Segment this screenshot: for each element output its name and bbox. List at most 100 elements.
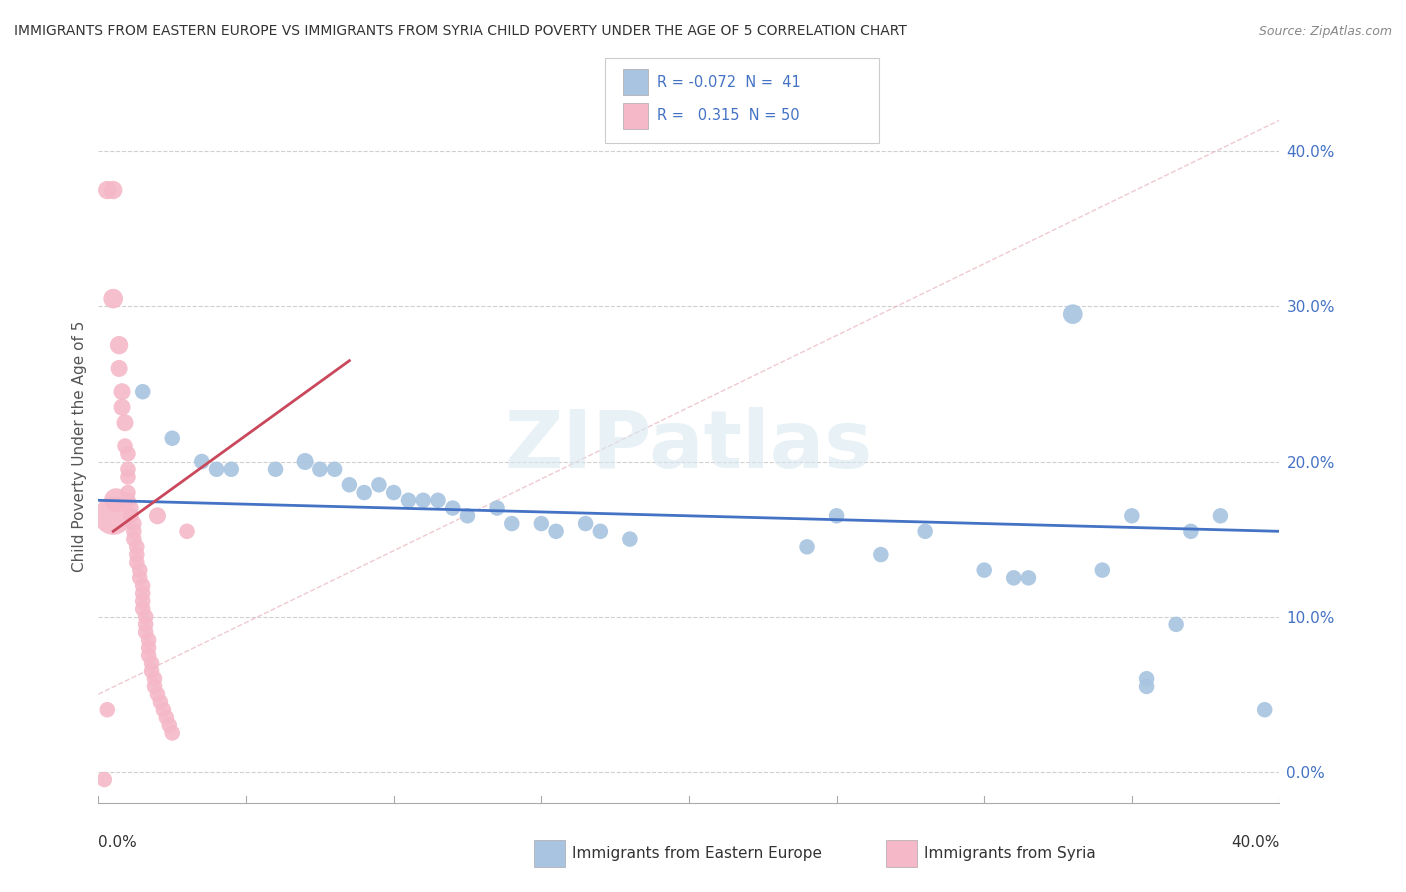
Point	[135, 617, 157, 632]
Point	[427, 493, 450, 508]
Text: 40.0%: 40.0%	[1232, 836, 1279, 850]
Point	[441, 501, 464, 516]
Point	[120, 508, 142, 523]
Point	[132, 594, 155, 608]
Text: IMMIGRANTS FROM EASTERN EUROPE VS IMMIGRANTS FROM SYRIA CHILD POVERTY UNDER THE : IMMIGRANTS FROM EASTERN EUROPE VS IMMIGR…	[14, 24, 907, 38]
Point	[141, 664, 163, 678]
Point	[1209, 508, 1232, 523]
Point	[96, 183, 118, 197]
Point	[138, 648, 160, 663]
Point	[125, 555, 148, 569]
Point	[294, 454, 316, 468]
Point	[132, 579, 155, 593]
Point	[122, 532, 145, 546]
Point	[162, 431, 183, 445]
Point	[114, 416, 136, 430]
Point	[796, 540, 818, 554]
Point	[103, 183, 125, 197]
Point	[530, 516, 553, 531]
Point	[382, 485, 405, 500]
Point	[132, 384, 155, 399]
Point	[103, 292, 125, 306]
Point	[501, 516, 523, 531]
Text: 0.0%: 0.0%	[98, 836, 138, 850]
Point	[1062, 307, 1084, 321]
Point	[412, 493, 434, 508]
Point	[146, 687, 169, 701]
Point	[546, 524, 568, 539]
Point	[105, 493, 128, 508]
Point	[396, 493, 419, 508]
Text: Source: ZipAtlas.com: Source: ZipAtlas.com	[1258, 25, 1392, 37]
Point	[1002, 571, 1025, 585]
Point	[152, 703, 174, 717]
Point	[103, 508, 125, 523]
Point	[176, 524, 198, 539]
Text: Immigrants from Syria: Immigrants from Syria	[924, 847, 1095, 861]
Point	[135, 625, 157, 640]
Point	[1180, 524, 1202, 539]
Point	[1121, 508, 1143, 523]
Point	[132, 602, 155, 616]
Point	[117, 470, 139, 484]
Point	[96, 703, 118, 717]
Point	[162, 726, 183, 740]
Point	[117, 493, 139, 508]
Text: Immigrants from Eastern Europe: Immigrants from Eastern Europe	[572, 847, 823, 861]
Point	[120, 501, 142, 516]
Text: R = -0.072  N =  41: R = -0.072 N = 41	[657, 75, 800, 89]
Point	[1164, 617, 1187, 632]
Point	[1091, 563, 1114, 577]
Point	[117, 485, 139, 500]
Point	[117, 447, 139, 461]
Point	[1135, 672, 1157, 686]
Point	[589, 524, 612, 539]
Point	[138, 640, 160, 655]
Point	[114, 439, 136, 453]
Point	[149, 695, 172, 709]
Point	[619, 532, 641, 546]
Point	[869, 548, 891, 562]
Point	[143, 680, 166, 694]
Point	[111, 384, 134, 399]
Point	[353, 485, 375, 500]
Point	[146, 508, 169, 523]
Point	[914, 524, 936, 539]
Point	[122, 516, 145, 531]
Point	[108, 338, 131, 352]
Y-axis label: Child Poverty Under the Age of 5: Child Poverty Under the Age of 5	[72, 320, 87, 572]
Point	[1135, 680, 1157, 694]
Point	[456, 508, 478, 523]
Text: R =   0.315  N = 50: R = 0.315 N = 50	[657, 109, 799, 123]
Point	[138, 632, 160, 647]
Point	[132, 586, 155, 600]
Point	[128, 563, 150, 577]
Point	[117, 462, 139, 476]
Point	[339, 477, 360, 491]
Point	[128, 571, 150, 585]
Text: ZIPatlas: ZIPatlas	[505, 407, 873, 485]
Point	[191, 454, 214, 468]
Point	[108, 361, 131, 376]
Point	[825, 508, 848, 523]
Point	[973, 563, 995, 577]
Point	[157, 718, 180, 732]
Point	[122, 524, 145, 539]
Point	[135, 609, 157, 624]
Point	[574, 516, 596, 531]
Point	[111, 401, 134, 415]
Point	[368, 477, 391, 491]
Point	[486, 501, 509, 516]
Point	[323, 462, 346, 476]
Point	[155, 710, 177, 724]
Point	[264, 462, 287, 476]
Point	[309, 462, 332, 476]
Point	[93, 772, 115, 787]
Point	[143, 672, 166, 686]
Point	[1017, 571, 1039, 585]
Point	[141, 656, 163, 670]
Point	[125, 548, 148, 562]
Point	[125, 540, 148, 554]
Point	[205, 462, 228, 476]
Point	[1254, 703, 1277, 717]
